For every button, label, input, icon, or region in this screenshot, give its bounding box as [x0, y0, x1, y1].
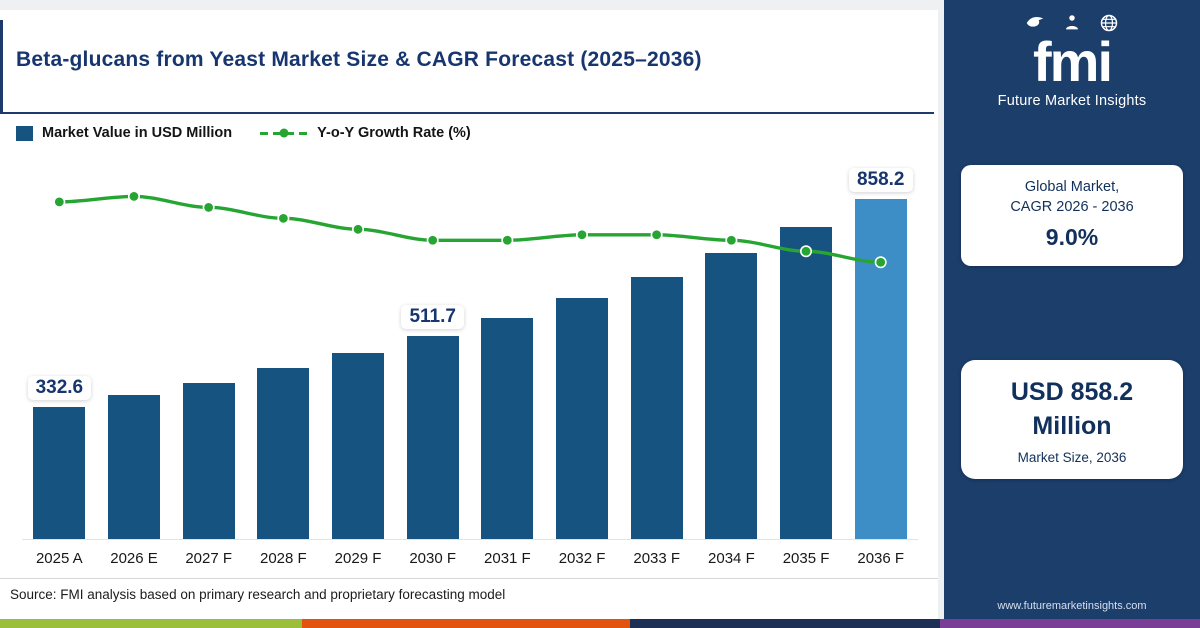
bar-column [545, 298, 620, 539]
bar [257, 368, 310, 539]
market-size-card: USD 858.2 Million Market Size, 2036 [961, 360, 1183, 479]
x-axis-label: 2031 F [484, 550, 531, 567]
page-title: Beta-glucans from Yeast Market Size & CA… [16, 48, 702, 71]
x-axis-label: 2029 F [334, 550, 382, 567]
bar-column: 511.7 [395, 305, 470, 539]
person-icon [1061, 12, 1083, 34]
chart-legend: Market Value in USD Million Y-o-Y Growth… [0, 114, 938, 152]
globe-icon [1098, 12, 1120, 34]
bar-value-label: 511.7 [401, 305, 464, 330]
bar-value-label: 332.6 [27, 376, 92, 401]
bar [854, 199, 907, 539]
bar [108, 395, 160, 539]
website-link[interactable]: www.futuremarketinsights.com [997, 600, 1147, 612]
logo-subtext: Future Market Insights [997, 93, 1147, 110]
header: Beta-glucans from Yeast Market Size & CA… [0, 10, 934, 114]
line-legend-label: Y-o-Y Growth Rate (%) [317, 125, 471, 141]
x-axis-label: 2034 F [708, 550, 755, 567]
sidebar: fmi Future Market Insights Global Market… [944, 0, 1200, 628]
x-axis-label: 2028 F [260, 550, 307, 567]
bar [556, 298, 609, 539]
bar [33, 407, 86, 539]
bar-legend-label: Market Value in USD Million [42, 125, 233, 141]
cagr-card: Global Market, CAGR 2026 - 2036 9.0% [961, 165, 1183, 267]
bar [182, 382, 235, 539]
x-axis-label: 2026 E [110, 550, 158, 567]
logo-text: fmi [1033, 30, 1113, 93]
bar [630, 276, 683, 539]
x-axis-label: 2025 A [35, 550, 83, 567]
bar-column: 332.6 [22, 376, 97, 539]
legend-item-line: Y-o-Y Growth Rate (%) [260, 125, 471, 141]
footer-stripe [0, 619, 302, 628]
main-panel: Beta-glucans from Yeast Market Size & CA… [0, 10, 938, 619]
bar-swatch-icon [16, 125, 33, 141]
dove-icon [1024, 12, 1046, 34]
bar-column [321, 353, 396, 539]
source-row: Source: FMI analysis based on primary re… [0, 579, 938, 602]
bar-column [171, 382, 246, 539]
market-size-value-line1: USD 858.2 [1010, 378, 1134, 407]
bar-column: 858.2 [843, 168, 918, 539]
x-axis-label: 2032 F [558, 550, 606, 567]
bar-column [769, 227, 844, 539]
bars-container: 332.6 511.7 858.2 [22, 154, 918, 539]
bar-value-label: 858.2 [848, 168, 913, 192]
fmi-logo: fmi Future Market Insights [944, 0, 1200, 109]
footer-stripes [0, 619, 1200, 628]
footer-stripe [302, 619, 630, 628]
x-axis-label: 2033 F [633, 550, 681, 567]
line-swatch-icon [260, 128, 309, 138]
x-axis: 2025 A 2026 E 2027 F 2028 F 2029 F 2030 F 2031… [22, 540, 918, 567]
market-size-label: Market Size, 2036 [1017, 449, 1127, 465]
source-text: Source: FMI analysis based on primary re… [10, 587, 506, 602]
source-divider [0, 578, 938, 579]
x-axis-label: 2030 F [409, 550, 457, 567]
bar [332, 353, 385, 539]
logo-icons [944, 12, 1200, 34]
cagr-value: 9.0% [1045, 224, 1099, 251]
bar-column [246, 368, 321, 539]
x-axis-label: 2035 F [782, 550, 830, 567]
bar-column [619, 276, 694, 539]
market-size-value-line2: Million [1032, 411, 1112, 440]
footer-stripe [630, 619, 940, 628]
bar [780, 227, 833, 539]
cagr-card-line2: CAGR 2026 - 2036 [1010, 198, 1134, 215]
legend-item-bars: Market Value in USD Million [16, 125, 232, 141]
bar-column [97, 395, 172, 539]
bar [406, 336, 459, 539]
cagr-card-line1: Global Market, [1024, 179, 1120, 196]
plot-area: 332.6 511.7 858.2 [22, 154, 918, 540]
bar [481, 318, 534, 539]
footer-stripe [940, 619, 1200, 628]
x-axis-label: 2036 F [857, 550, 905, 567]
bar-column [470, 318, 545, 539]
x-axis-label: 2027 F [185, 550, 233, 567]
bar [705, 252, 758, 539]
bar-column [694, 252, 769, 539]
